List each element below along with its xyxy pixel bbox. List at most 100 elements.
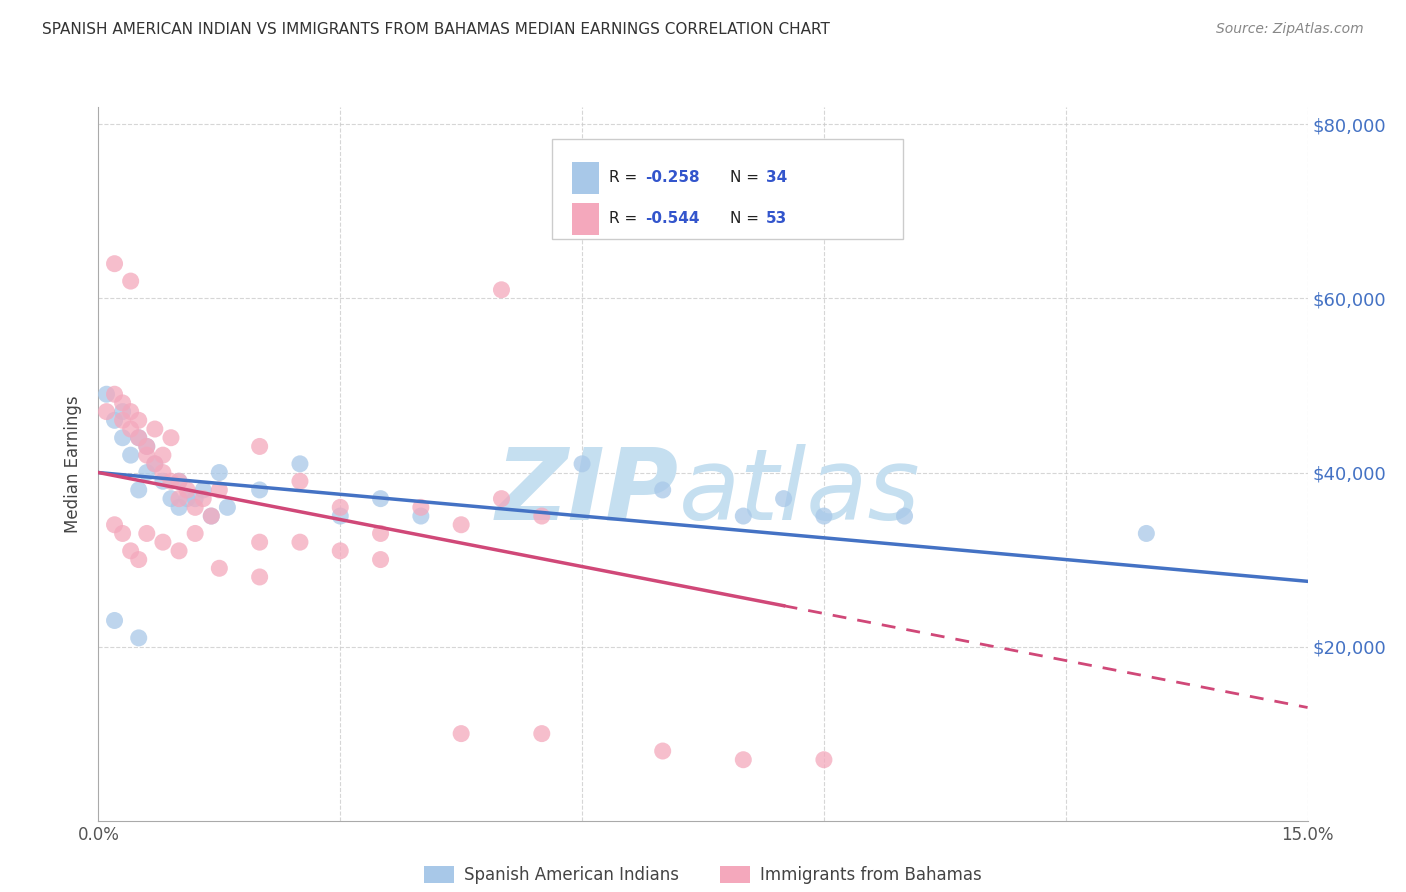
Point xyxy=(160,491,183,506)
Point xyxy=(152,535,174,549)
Point xyxy=(167,544,190,558)
Point xyxy=(409,500,432,515)
Point xyxy=(491,283,513,297)
Point xyxy=(120,274,142,288)
Point xyxy=(111,404,134,418)
Text: SPANISH AMERICAN INDIAN VS IMMIGRANTS FROM BAHAMAS MEDIAN EARNINGS CORRELATION C: SPANISH AMERICAN INDIAN VS IMMIGRANTS FR… xyxy=(42,22,830,37)
Point xyxy=(249,535,271,549)
Text: -0.258: -0.258 xyxy=(645,170,700,186)
Point xyxy=(193,483,215,497)
Point xyxy=(167,491,190,506)
Point xyxy=(329,500,352,515)
Point xyxy=(135,466,157,480)
Point xyxy=(135,448,157,462)
Point xyxy=(128,431,150,445)
Point xyxy=(651,744,673,758)
Point xyxy=(288,535,311,549)
FancyBboxPatch shape xyxy=(553,139,903,239)
Point xyxy=(813,753,835,767)
Point xyxy=(329,509,352,524)
Text: -0.544: -0.544 xyxy=(645,211,699,227)
Point xyxy=(176,491,198,506)
Point xyxy=(128,552,150,566)
Point xyxy=(217,500,239,515)
Point xyxy=(772,491,794,506)
Point xyxy=(176,483,198,497)
Point xyxy=(571,457,593,471)
Point xyxy=(103,257,125,271)
Point xyxy=(370,552,392,566)
Text: 53: 53 xyxy=(766,211,787,227)
Point xyxy=(111,526,134,541)
Point xyxy=(200,509,222,524)
Point xyxy=(813,509,835,524)
Point xyxy=(249,439,271,453)
Point xyxy=(184,500,207,515)
Point xyxy=(96,404,118,418)
Text: R =: R = xyxy=(609,170,641,186)
Point xyxy=(370,491,392,506)
Point xyxy=(167,475,190,489)
Point xyxy=(208,466,231,480)
Point xyxy=(128,431,150,445)
Point xyxy=(1135,526,1157,541)
Point xyxy=(450,726,472,740)
Point xyxy=(208,561,231,575)
Point xyxy=(184,526,207,541)
Point xyxy=(96,387,118,401)
Point xyxy=(167,475,190,489)
Text: N =: N = xyxy=(730,170,763,186)
Point xyxy=(120,422,142,436)
Point xyxy=(329,544,352,558)
Point xyxy=(491,491,513,506)
Point xyxy=(103,413,125,427)
Point xyxy=(143,457,166,471)
Point xyxy=(409,509,432,524)
Point xyxy=(651,483,673,497)
Point xyxy=(450,517,472,532)
Point xyxy=(135,439,157,453)
Point xyxy=(111,413,134,427)
Text: 34: 34 xyxy=(766,170,787,186)
Text: R =: R = xyxy=(609,211,641,227)
Point xyxy=(143,457,166,471)
Point xyxy=(530,509,553,524)
Point xyxy=(208,483,231,497)
Point xyxy=(120,544,142,558)
Point xyxy=(128,631,150,645)
Point xyxy=(288,457,311,471)
Y-axis label: Median Earnings: Median Earnings xyxy=(65,395,83,533)
Bar xyxy=(572,162,599,194)
Point xyxy=(152,448,174,462)
Text: ZIP: ZIP xyxy=(496,444,679,541)
Point xyxy=(111,396,134,410)
Point xyxy=(167,500,190,515)
Point xyxy=(143,422,166,436)
Text: atlas: atlas xyxy=(679,444,921,541)
Text: Source: ZipAtlas.com: Source: ZipAtlas.com xyxy=(1216,22,1364,37)
Point xyxy=(128,483,150,497)
Point xyxy=(103,517,125,532)
Point xyxy=(160,431,183,445)
Point xyxy=(152,475,174,489)
Point xyxy=(733,753,755,767)
Point xyxy=(288,475,311,489)
Point xyxy=(530,726,553,740)
Point xyxy=(135,526,157,541)
Point xyxy=(103,387,125,401)
Point xyxy=(893,509,915,524)
Point xyxy=(103,614,125,628)
Point xyxy=(111,431,134,445)
Point xyxy=(249,570,271,584)
Point xyxy=(120,448,142,462)
Point xyxy=(200,509,222,524)
Point xyxy=(370,526,392,541)
Point xyxy=(120,404,142,418)
Point xyxy=(152,466,174,480)
Text: N =: N = xyxy=(730,211,763,227)
Point xyxy=(249,483,271,497)
Bar xyxy=(572,202,599,235)
Point xyxy=(184,491,207,506)
Point xyxy=(160,475,183,489)
Point xyxy=(128,413,150,427)
